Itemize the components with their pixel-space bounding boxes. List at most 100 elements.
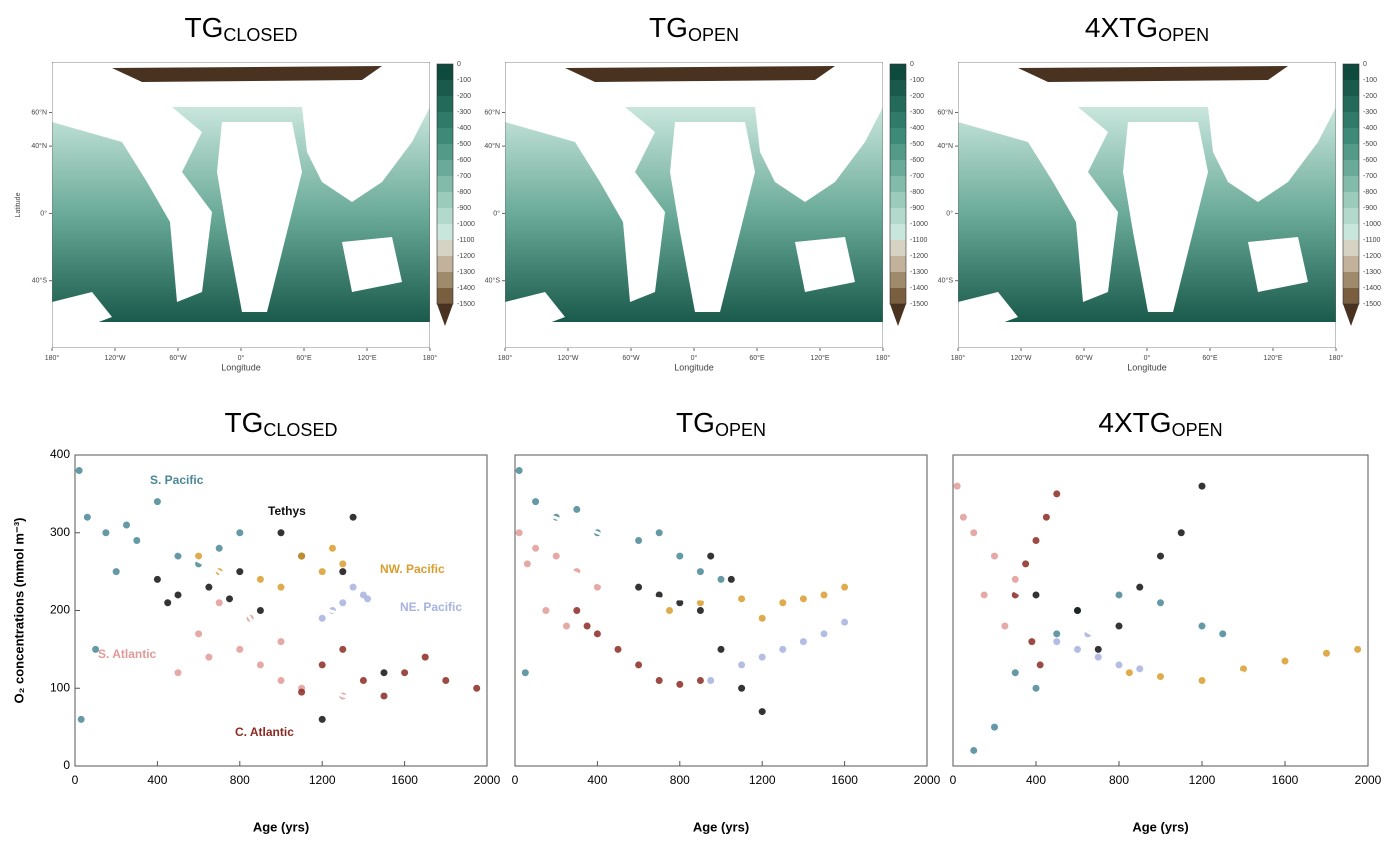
colorbar-tick-label: -900 xyxy=(1363,205,1377,212)
colorbar-band xyxy=(890,192,906,208)
scatter-point xyxy=(573,607,581,614)
scatter-point xyxy=(226,595,233,603)
map-y-label: Latitude xyxy=(15,192,22,217)
scatter-point xyxy=(515,529,523,537)
colorbar-band xyxy=(890,64,906,80)
colorbar-tick-label: 0 xyxy=(910,61,914,68)
colorbar-tick-label: -1000 xyxy=(457,221,475,228)
colorbar-band xyxy=(437,176,453,192)
colorbar-band xyxy=(890,256,906,272)
x-tick-label: 0 xyxy=(950,773,957,787)
scatter-point xyxy=(542,607,550,614)
colorbar-tick-label: -200 xyxy=(910,93,924,100)
x-tick-label: 1200 xyxy=(749,773,776,787)
scatter-point xyxy=(676,680,684,688)
colorbar-tick-label: -800 xyxy=(457,189,471,196)
colorbar-tick-label: -600 xyxy=(457,157,471,164)
colorbar-tick-label: -200 xyxy=(1363,93,1377,100)
scatter-point xyxy=(991,552,998,560)
scatter-point xyxy=(1074,645,1081,653)
colorbar-band xyxy=(437,240,453,256)
scatter-point xyxy=(521,669,529,677)
colorbar-tick-label: -1200 xyxy=(457,253,475,260)
colorbar-band xyxy=(890,288,906,304)
scatter-point xyxy=(1198,676,1206,684)
map-y-tick-label: 40°N xyxy=(937,142,953,150)
scatter-point xyxy=(707,676,715,684)
map-y-tick-label: 40°N xyxy=(31,142,47,150)
map-x-tick-label: 120°E xyxy=(357,354,376,362)
colorbar-band xyxy=(437,272,453,288)
scatter-point xyxy=(707,552,715,560)
title-sub: OPEN xyxy=(1158,25,1209,45)
trend-line xyxy=(968,567,1244,675)
colorbar-tick-label: -1500 xyxy=(910,301,928,308)
region-label: S. Pacific xyxy=(150,473,204,487)
scatter-point xyxy=(380,692,388,700)
colorbar-tick-label: 0 xyxy=(1363,61,1367,68)
x-tick-label: 400 xyxy=(147,773,167,787)
scatter-point xyxy=(1032,591,1040,599)
scatter-point xyxy=(380,669,388,677)
scatter-point xyxy=(1115,591,1123,599)
scatter-point xyxy=(1219,630,1227,638)
scatter-point xyxy=(1323,649,1330,657)
scatter-point xyxy=(442,676,450,684)
scatter-point xyxy=(174,591,182,599)
scatter-point xyxy=(1028,638,1036,646)
scatter-point xyxy=(83,513,91,521)
scatter-point xyxy=(277,583,285,591)
x-tick-label: 1200 xyxy=(309,773,336,787)
colorbar-band xyxy=(437,80,453,96)
colorbar-band xyxy=(1343,80,1359,96)
colorbar-band xyxy=(1343,192,1359,208)
scatter-point xyxy=(102,529,110,537)
region-label: NW. Pacific xyxy=(380,562,445,576)
scatter-point xyxy=(1036,661,1044,669)
colorbar-band xyxy=(890,112,906,128)
scatter-point xyxy=(799,638,807,646)
scatter-point xyxy=(256,661,264,669)
trend-line xyxy=(91,521,344,616)
scatter-point xyxy=(298,688,306,696)
colorbar-band xyxy=(890,272,906,288)
scatter-point xyxy=(1157,552,1164,560)
scatter-point xyxy=(364,595,372,603)
scatter-point xyxy=(1136,583,1144,591)
x-tick-label: 2000 xyxy=(1355,773,1382,787)
colorbar-extend xyxy=(1343,304,1359,326)
colorbar-band xyxy=(1343,144,1359,160)
scatter-point xyxy=(1032,537,1040,545)
map-x-label: Longitude xyxy=(1127,362,1167,372)
scatter-point xyxy=(153,575,161,583)
colorbar-tick-label: -100 xyxy=(1363,77,1377,84)
scatter-point xyxy=(1053,638,1061,646)
colorbar-tick-label: -500 xyxy=(457,141,471,148)
scatter-point xyxy=(298,552,306,560)
colorbar-band xyxy=(1343,112,1359,128)
map-x-tick-label: 0° xyxy=(1144,354,1151,362)
scatter-point xyxy=(1094,653,1102,661)
map-x-tick-label: 120°E xyxy=(1263,354,1282,362)
map-x-tick-label: 120°E xyxy=(810,354,829,362)
colorbar-band xyxy=(1343,272,1359,288)
map-y-tick-label: 40°S xyxy=(938,277,954,285)
scatter-point xyxy=(339,599,347,607)
title-main: 4XTG xyxy=(1085,12,1158,43)
scatter-point xyxy=(174,669,182,677)
scatter-point xyxy=(1157,599,1164,607)
scatter-point xyxy=(92,645,100,653)
map-x-tick-label: 120°W xyxy=(104,354,125,362)
scatter-point xyxy=(349,513,357,521)
colorbar-band xyxy=(890,144,906,160)
title-sub: OPEN xyxy=(1172,420,1223,440)
y-tick-label: 300 xyxy=(50,525,70,539)
colorbar-tick-label: -400 xyxy=(457,125,471,132)
map-x-tick-label: 180° xyxy=(498,354,513,362)
panel-title: TGOPEN xyxy=(649,12,739,44)
scatter-point xyxy=(970,746,978,754)
scatter-point xyxy=(841,583,849,591)
scatter-point xyxy=(1198,482,1206,490)
y-tick-label: 0 xyxy=(63,758,70,772)
colorbar-band xyxy=(437,192,453,208)
